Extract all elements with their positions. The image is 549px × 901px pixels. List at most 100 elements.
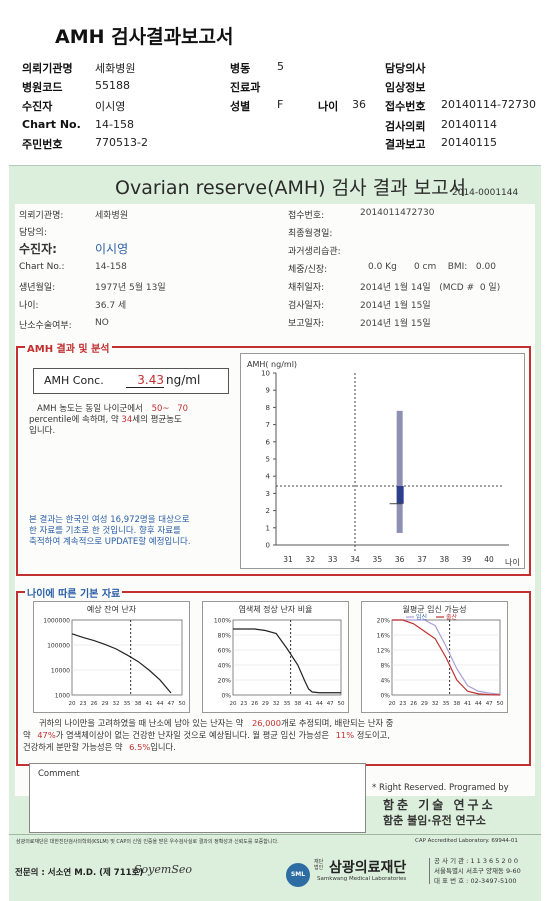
foundation-contact: 공 사 기 관 : 1 1 3 6 5 2 0 0 서울특별시 서초구 양재동 … [434, 856, 521, 886]
series-line [71, 633, 172, 694]
resident-no-label: 주민번호 [22, 138, 63, 151]
remaining-eggs-chart: 예상 잔여 난자 1000000 100000 10000 1000 20 23 26 29 32… [33, 601, 190, 713]
x-tick-label: 41 [464, 701, 471, 707]
y-axis-title: AMH( ng/ml) [247, 360, 297, 369]
document-number: 2014-0001144 [452, 188, 519, 198]
x-axis-title: 나이 [505, 557, 520, 567]
x-tick-label: 38 [294, 701, 301, 707]
chart-no-value: 14-158 [95, 118, 134, 131]
menstrual-history-label: 과거생리습관: [288, 247, 341, 257]
x-tick-label: 33 [328, 555, 338, 564]
series-line [392, 619, 501, 696]
x-tick-label: 20 [69, 701, 76, 707]
plot-frame [71, 619, 183, 696]
patient-value: 이시영 [95, 100, 126, 113]
x-tick-label: 44 [316, 701, 323, 707]
scanned-report-sheet: Ovarian reserve(AMH) 검사 결과 보고서 2014-0001… [9, 165, 541, 901]
iqr-bar [396, 486, 404, 504]
y-tick-label: 8% [380, 663, 390, 670]
x-tick-label: 44 [475, 701, 482, 707]
y-tick-label: 8 [266, 404, 270, 412]
normal-egg-pct: 47% [37, 730, 56, 740]
y-tick-label: 10 [261, 370, 270, 378]
pregnancy-chance-chart: 월평균 임신 가능성 20% 16% 12% 8% 4% 0% 20 23 26 29 32 35 38 4… [361, 601, 508, 713]
report-body: 의뢰기관명: 세화병원 담당의: 수진자: 이시영 Chart No.: 14-… [15, 204, 535, 796]
report-date-label: 보고일자: [288, 319, 325, 329]
x-tick-label: 50 [497, 701, 504, 707]
hospital-value: 세화병원 [95, 62, 136, 75]
amh-conc-label: AMH Conc. [44, 374, 104, 387]
patient-label: 수진자 [22, 100, 53, 113]
chart-number-value: 14-158 [95, 262, 127, 272]
cap-accreditation: CAP Accredited Laboratory. 69944-01 [415, 838, 518, 844]
desc-line-2: percentile에 속하며, 약 [29, 415, 119, 425]
range-bar [396, 410, 403, 533]
amh-age-chart: AMH( ng/ml) 0 1 2 3 4 5 6 7 8 9 10 31 32 33 34 35 36 37 38 3… [240, 353, 525, 569]
y-tick-label: 4 [266, 473, 271, 481]
summary-line-3a: 건강하게 분만할 가능성은 약 [23, 742, 123, 752]
y-tick-label: 10000 [51, 668, 70, 675]
desc-line-4: 입니다. [29, 426, 56, 436]
legend-label: 출산 [446, 613, 458, 621]
lab-org-2: 함춘 불임·유전 연구소 [383, 814, 486, 827]
plot-frame [232, 619, 342, 696]
percentile-dash: ~ [162, 404, 170, 414]
accreditation-note: 삼광의료재단은 대한진단검사의학회(KSLM) 및 CAP의 신임 인증을 받은… [16, 839, 279, 845]
percentile-low: 50 [151, 404, 163, 414]
age-value: 36 [352, 98, 366, 111]
x-tick-label: 38 [135, 701, 142, 707]
basic-section-title: 나이에 따른 기본 자료 [25, 585, 123, 600]
amh-conc-value: 3.43 [126, 373, 164, 388]
x-tick-label: 50 [179, 701, 186, 707]
y-tick-label: 7 [266, 421, 270, 429]
x-tick-label: 32 [432, 701, 439, 707]
chart-title: 월평균 임신 가능성 [403, 604, 467, 614]
x-tick-label: 32 [306, 555, 316, 564]
attending-label: 담당의: [19, 228, 47, 238]
summary-line-3b: 입니다. [150, 742, 176, 752]
y-tick-label: 1000000 [43, 618, 70, 625]
x-tick-label: 20 [389, 701, 396, 707]
comment-label: Comment [38, 769, 80, 779]
desc-line-3: 세의 평균농도 [132, 415, 182, 425]
y-tick-label: 4% [380, 678, 390, 685]
series-line [392, 619, 501, 695]
y-tick-label: 0% [380, 693, 390, 700]
sample-date-value: 2014년 1월 14일 (MCD # 0 일) [360, 283, 501, 293]
x-tick-label: 31 [283, 555, 293, 564]
receipt-no-label: 접수번호 [385, 100, 426, 113]
hospital-code-value: 55188 [95, 79, 130, 92]
receipt-no-value: 20140114-72730 [441, 98, 536, 111]
normal-egg-ratio-chart-svg: 염색체 정상 난자 비율 100% 80% 60% 40% 20% 0%20 23 26 29 32… [214, 604, 345, 707]
data-source-note: 본 결과는 한국인 여성 16,972명을 대상으로 한 자료를 기초로 한 것… [29, 515, 239, 548]
footer-divider [9, 834, 541, 835]
age-info-label: 나이: [19, 301, 39, 311]
amh-section-title: AMH 결과 및 분석 [25, 340, 112, 355]
request-date-label: 검사의뢰 [385, 120, 426, 133]
y-tick-label: 0% [221, 693, 231, 700]
receipt-value: 2014011472730 [360, 208, 435, 218]
y-tick-label: 60% [218, 648, 232, 655]
specialist-signature: SoyemSeo [134, 863, 192, 876]
y-tick-label: 80% [218, 633, 232, 640]
ovary-surgery-label: 난소수술여부: [19, 321, 72, 331]
chart-number-label: Chart No.: [19, 262, 65, 272]
patient-name-value: 이시영 [95, 242, 129, 256]
y-tick-label: 100000 [47, 643, 70, 650]
x-tick-label: 26 [251, 701, 258, 707]
resident-no-value: 770513-2 [95, 136, 148, 149]
equivalent-age: 34 [121, 415, 133, 425]
foundation-name: 삼광의료재단 [329, 860, 407, 876]
x-tick-label: 47 [327, 701, 334, 707]
weight-height-label: 체중/신장: [288, 265, 328, 275]
x-tick-label: 38 [453, 701, 460, 707]
request-date-value: 20140114 [441, 118, 497, 131]
pregnancy-pct: 11% [335, 730, 355, 740]
summary-line-1a: 귀하의 나이만을 고려하였을 때 난소에 남아 있는 난자는 약 [39, 718, 244, 728]
sml-logo: SML [286, 863, 310, 887]
business-no: 공 사 기 관 : 1 1 3 6 5 2 0 0 [434, 857, 518, 865]
address: 서울특별시 서초구 양재동 9-60 [434, 867, 521, 875]
summary-line-2b: 가 염색체이상이 없는 건강한 난자일 것으로 예상됩니다. 월 평균 임신 가… [55, 730, 330, 740]
